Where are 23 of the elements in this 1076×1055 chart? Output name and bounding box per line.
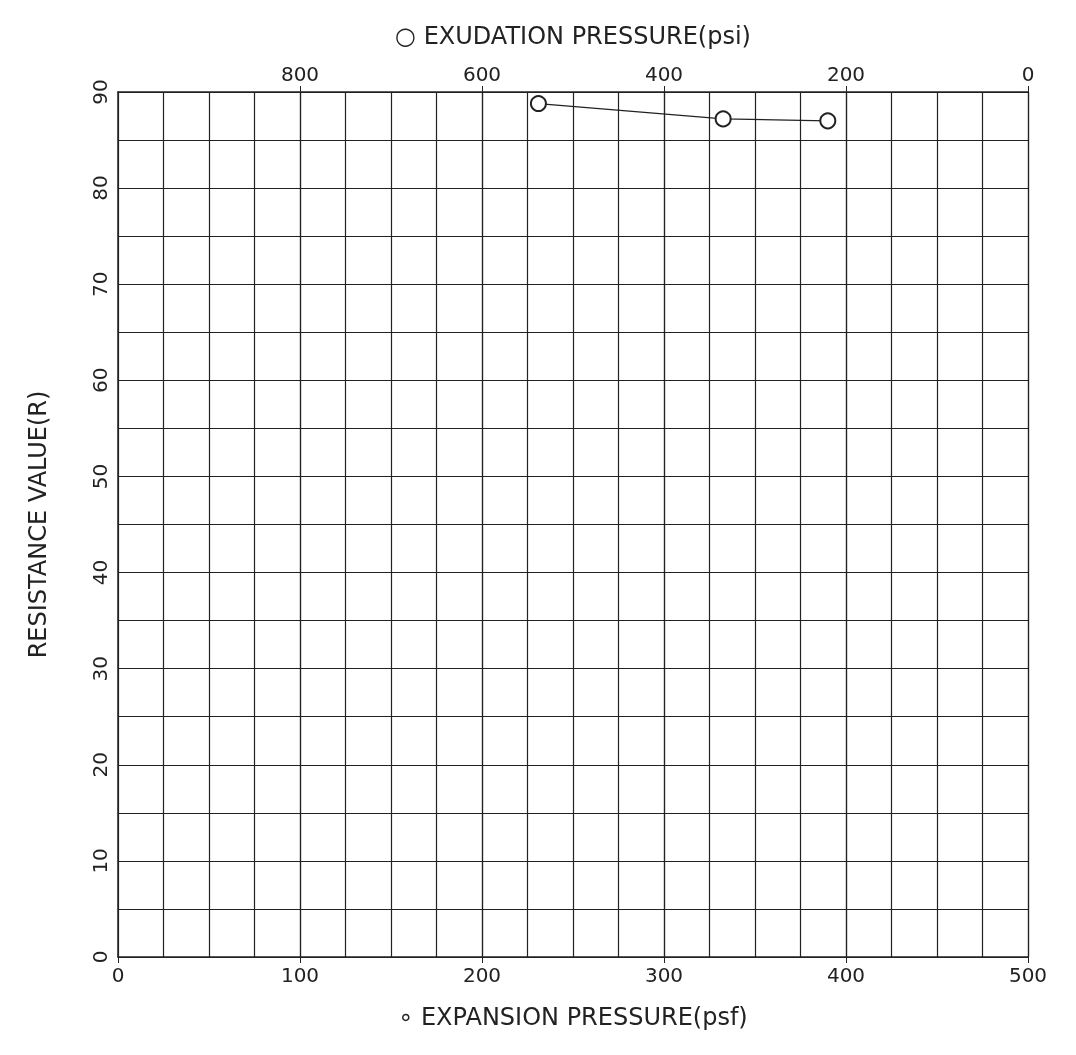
x2-tick-label: 200 (826, 62, 866, 86)
x-tick-label: 200 (462, 963, 502, 987)
x-tick-label: 500 (1008, 963, 1048, 987)
x2-axis-title: ○ EXUDATION PRESSURE(psi) (395, 22, 751, 50)
y-tick-label: 40 (88, 559, 112, 586)
x2-tick-label: 0 (1021, 62, 1035, 86)
x2-tick-label: 600 (462, 62, 502, 86)
y-tick-label: 70 (88, 271, 112, 297)
x-tick-label: 100 (280, 963, 320, 987)
x-axis-title: ∘ EXPANSION PRESSURE(psf) (398, 1003, 748, 1031)
y-tick-label: 50 (88, 463, 112, 490)
y-tick-label: 30 (88, 655, 112, 682)
y-tick-label: 80 (88, 175, 112, 201)
x2-tick-label: 800 (280, 62, 320, 86)
x-tick-label: 400 (826, 963, 866, 987)
y-tick-label: 60 (88, 367, 112, 394)
y-axis-title: RESISTANCE VALUE(R) (24, 390, 52, 659)
y-tick-label: 10 (88, 848, 112, 874)
y-tick-label: 0 (88, 950, 112, 964)
x-tick-label: 300 (644, 963, 684, 987)
y-tick-label: 20 (88, 752, 112, 778)
x2-tick-label: 400 (644, 62, 684, 86)
y-tick-label: 90 (88, 79, 112, 105)
